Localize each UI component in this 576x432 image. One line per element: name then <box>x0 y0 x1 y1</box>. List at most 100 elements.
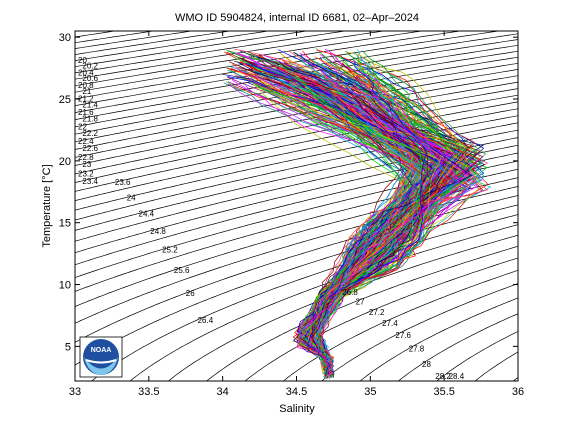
profile-line <box>248 51 422 375</box>
y-tick-label: 5 <box>65 341 71 353</box>
density-contour <box>129 224 518 381</box>
density-contour <box>75 88 518 175</box>
density-contour <box>75 115 518 211</box>
y-tick-label: 25 <box>59 94 71 106</box>
y-tick-label: 30 <box>59 32 71 44</box>
profile-line <box>289 51 418 377</box>
x-tick-label: 33.5 <box>138 386 159 398</box>
density-label: 26.8 <box>342 288 358 297</box>
density-label: 23.6 <box>115 178 131 187</box>
density-contour <box>91 214 518 381</box>
density-contour <box>75 31 386 80</box>
density-label: 22 <box>78 122 87 131</box>
density-label: 20.6 <box>82 74 98 83</box>
density-contour <box>527 401 530 404</box>
y-axis-ticks: 5 10 15 20 25 30 <box>59 32 518 353</box>
x-tick-label: 36 <box>512 386 524 398</box>
density-label: 28 <box>422 360 431 369</box>
y-axis-label: Temperature [°C] <box>41 164 53 247</box>
density-contour <box>75 101 518 192</box>
density-contour <box>75 31 348 74</box>
density-label: 23 <box>82 160 91 169</box>
noaa-logo: NOAA <box>79 336 123 378</box>
density-contour <box>321 283 518 381</box>
density-label: 20.8 <box>78 81 94 90</box>
density-contour <box>75 31 501 100</box>
profile-line <box>257 56 473 374</box>
density-label: 26.4 <box>198 316 214 325</box>
noaa-logo-text: NOAA <box>91 347 112 354</box>
profile-line <box>230 67 424 374</box>
profile-line <box>314 67 432 376</box>
x-tick-label: 34 <box>217 386 229 398</box>
profile-line <box>277 61 423 373</box>
density-contour <box>206 245 518 381</box>
x-tick-label: 34.5 <box>286 386 307 398</box>
density-label: 27.8 <box>409 345 425 354</box>
density-label: 21 <box>82 87 91 96</box>
density-label: 27 <box>356 298 365 307</box>
density-label: 21.8 <box>82 114 98 123</box>
density-contour <box>436 331 518 381</box>
density-contour <box>75 108 518 201</box>
density-label: 23.2 <box>78 169 94 178</box>
density-contour <box>359 297 518 381</box>
density-contour <box>75 122 518 221</box>
profile-line <box>306 60 427 375</box>
density-label: 27.4 <box>382 319 398 328</box>
density-contour <box>244 257 518 381</box>
density-label: 20 <box>78 56 87 65</box>
density-contour <box>75 204 518 366</box>
x-axis-ticks: 33 33.5 34 34.5 35 35.5 36 <box>69 31 524 398</box>
density-label: 21.6 <box>78 108 94 117</box>
profile-line <box>305 77 462 374</box>
density-contour <box>474 351 518 381</box>
y-tick-label: 20 <box>59 156 71 168</box>
y-tick-label: 10 <box>59 280 71 292</box>
profile-line <box>245 63 444 375</box>
x-axis-label: Salinity <box>279 403 315 415</box>
density-label: 25.2 <box>162 246 178 255</box>
density-contour <box>75 69 518 150</box>
density-contour <box>75 31 271 61</box>
density-label: 26 <box>186 289 195 298</box>
density-contour <box>75 31 195 49</box>
density-label: 21.4 <box>82 100 98 109</box>
density-contour <box>75 81 518 166</box>
density-contour <box>75 31 156 44</box>
density-contour <box>75 195 518 343</box>
density-label: 22.6 <box>82 144 98 153</box>
density-label: 20.2 <box>82 62 98 71</box>
density-label: 28.4 <box>449 372 465 381</box>
x-tick-label: 33 <box>69 386 81 398</box>
chart-title: WMO ID 5904824, internal ID 6681, 02–Apr… <box>175 12 419 24</box>
density-contour <box>75 31 233 55</box>
density-label: 21.2 <box>78 94 94 103</box>
density-contour <box>75 56 518 135</box>
profile-line <box>262 54 449 376</box>
density-contour <box>397 313 518 381</box>
density-contour <box>75 31 463 93</box>
profile-line <box>300 63 441 377</box>
density-contour <box>282 269 518 381</box>
density-contour <box>75 31 424 87</box>
density-contour <box>75 94 518 183</box>
profile-line <box>301 82 445 374</box>
density-label: 28.2 <box>435 372 451 381</box>
density-label: 23.4 <box>82 177 98 186</box>
density-label: 22.4 <box>78 137 94 146</box>
density-label: 24.8 <box>150 227 166 236</box>
density-label: 22.8 <box>78 153 94 162</box>
float-profiles <box>222 48 492 379</box>
density-contour <box>75 75 518 158</box>
x-tick-label: 35 <box>364 386 376 398</box>
density-label: 25.6 <box>174 266 190 275</box>
profile-line <box>283 62 433 375</box>
x-tick-label: 35.5 <box>433 386 454 398</box>
density-contour <box>75 31 310 68</box>
density-label: 27.2 <box>369 308 385 317</box>
density-label: 24 <box>127 193 136 202</box>
density-label: 20.4 <box>78 68 94 77</box>
profile-line <box>314 69 483 374</box>
